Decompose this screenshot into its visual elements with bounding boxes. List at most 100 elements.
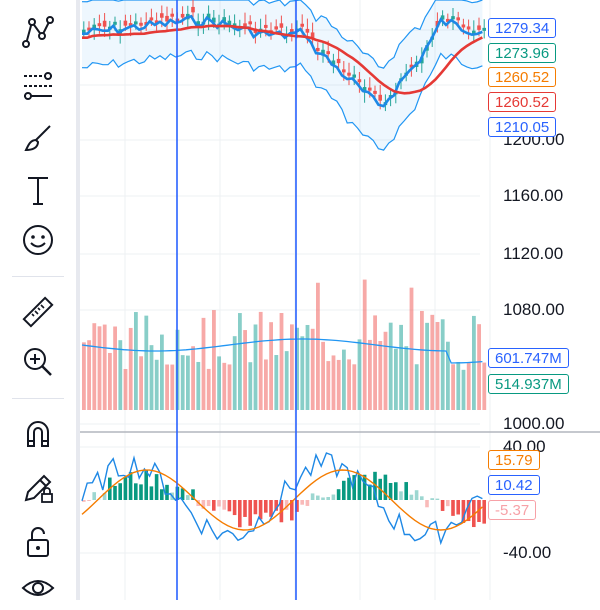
volume-bar (108, 353, 112, 410)
volume-bar (482, 363, 486, 410)
candle-body (181, 14, 185, 18)
volume-bar (316, 283, 320, 410)
price-axis-label: 1120.00 (503, 244, 563, 264)
chart-area[interactable]: 1200.00 1160.00 1120.00 1080.00 1000.00 … (80, 0, 600, 600)
oscillator-histogram-bar (342, 481, 346, 500)
volume-bar (248, 362, 252, 410)
oscillator-histogram-bar (399, 491, 403, 500)
oscillator-histogram-bar (165, 485, 169, 500)
oscillator-histogram-bar (186, 495, 190, 500)
middle-band-price-tag: 1260.52 (488, 67, 556, 87)
brush-tool-icon[interactable] (14, 116, 62, 160)
volume-bar (430, 315, 434, 410)
measure-ruler-icon[interactable] (14, 290, 62, 334)
candle-body (280, 23, 284, 27)
oscillator-histogram-bar (410, 495, 414, 500)
volume-bar (477, 324, 481, 410)
lock-drawings-pencil-icon[interactable] (14, 466, 62, 510)
candle-body (378, 95, 382, 101)
volume-bar (134, 312, 138, 410)
volume-bar (467, 363, 471, 410)
zoom-in-icon[interactable] (14, 340, 62, 384)
volume-bar (139, 356, 143, 410)
oscillator-histogram-bar (264, 500, 268, 513)
candle-body (451, 16, 455, 19)
oscillator-histogram-bar (212, 500, 216, 511)
oscillator-histogram-bar (254, 500, 258, 514)
volume-bar (384, 332, 388, 410)
last-price-tag: 1273.96 (488, 43, 556, 63)
volume-tag: 514.937M (488, 374, 569, 394)
eye-visibility-icon[interactable] (14, 566, 62, 610)
oscillator-histogram-bar (404, 482, 408, 500)
volume-bar (160, 335, 164, 410)
candle-body (358, 79, 362, 82)
volume-bar (472, 316, 476, 410)
volume-bar (259, 312, 263, 410)
trend-line-tool-icon[interactable] (14, 10, 62, 54)
volume-bar (274, 355, 278, 410)
volume-bar (186, 356, 190, 410)
volume-bar (436, 322, 440, 410)
oscillator-histogram-bar (222, 500, 226, 510)
emoji-tool-icon[interactable] (14, 218, 62, 262)
volume-bar (363, 280, 367, 410)
volume-bar (342, 350, 346, 410)
volume-bar (389, 323, 393, 410)
candle-body (342, 69, 346, 72)
volume-bar (129, 328, 133, 410)
oscillator-histogram-bar (134, 483, 138, 500)
volume-bar (222, 363, 226, 410)
price-axis-label: 1000.00 (503, 414, 564, 434)
candle-body (139, 23, 143, 26)
volume-bar (217, 356, 221, 410)
oscillator-histogram-bar (155, 474, 159, 500)
candle-body (347, 73, 351, 76)
volume-bar (326, 361, 330, 410)
volume-bar (394, 349, 398, 410)
volume-bar (202, 318, 206, 410)
volume-bar (87, 340, 91, 410)
oscillator-histogram-bar (118, 483, 122, 500)
volume-bar (332, 355, 336, 410)
volume-bar (144, 316, 148, 410)
text-tool-icon[interactable] (14, 168, 62, 212)
volume-bar (238, 313, 242, 410)
candle-body (170, 14, 174, 17)
drawing-toolbar (0, 0, 76, 600)
volume-bar (337, 360, 341, 410)
volume-bar (300, 336, 304, 410)
oscillator-histogram-bar (124, 477, 128, 500)
volume-bar (399, 325, 403, 410)
oscillator-signal-tag: 15.79 (488, 450, 540, 470)
oscillator-histogram-bar (425, 500, 429, 507)
volume-bar (311, 329, 315, 410)
oscillator-histogram-bar (87, 500, 91, 501)
volume-bar (347, 359, 351, 410)
candle-body (477, 25, 481, 29)
candle-body (134, 21, 138, 24)
volume-bar (290, 324, 294, 410)
oscillator-histogram-bar (233, 500, 237, 515)
candle-body (274, 26, 278, 29)
oscillator-histogram-bar (482, 500, 486, 524)
volume-bar (420, 311, 424, 410)
volume-bar (462, 370, 466, 410)
volume-bar (196, 362, 200, 410)
oscillator-histogram-bar (217, 500, 221, 506)
fib-retracement-tool-icon[interactable] (14, 64, 62, 108)
oscillator-histogram-bar (150, 486, 154, 500)
volume-bar (425, 323, 429, 410)
volume-bar (306, 325, 310, 410)
oscillator-histogram-bar (456, 500, 460, 514)
volume-bar (191, 346, 195, 410)
volume-bar (155, 360, 159, 410)
magnet-mode-icon[interactable] (14, 412, 62, 456)
lower-band-price-tag: 1210.05 (488, 117, 556, 137)
volume-bar (254, 324, 258, 410)
candle-body (264, 25, 268, 28)
volume-bar (170, 365, 174, 410)
unlock-icon[interactable] (14, 520, 62, 564)
oscillator-histogram-bar (332, 495, 336, 500)
oscillator-histogram-bar (311, 493, 315, 500)
